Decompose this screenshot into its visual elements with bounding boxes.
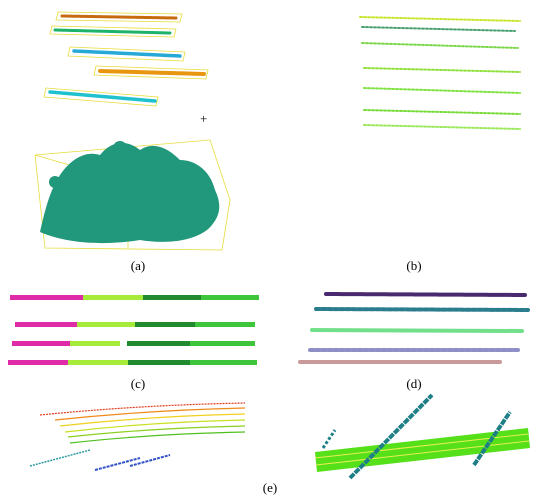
panel-a-graphic: + [34, 11, 231, 251]
panel-e-graphic [29, 393, 530, 480]
panel-label: (e) [263, 480, 277, 495]
panel-label: (c) [131, 376, 145, 391]
panel-d-graphic [298, 292, 530, 364]
panel-b-graphic [359, 16, 521, 130]
panel-label: (b) [406, 258, 421, 273]
panel-c-graphic [8, 295, 259, 365]
panel-label: (d) [406, 376, 421, 391]
panel-label: (a) [131, 258, 145, 273]
svg-text:+: + [200, 111, 207, 126]
